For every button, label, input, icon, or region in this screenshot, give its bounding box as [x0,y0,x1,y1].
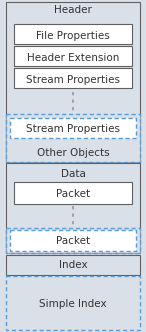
Text: Stream Properties: Stream Properties [26,124,120,134]
Bar [6,276,140,330]
Text: Index: Index [59,260,87,270]
Bar [6,2,140,162]
Bar [10,118,136,138]
Bar [6,228,140,253]
Bar [14,182,132,204]
Text: File Properties: File Properties [36,31,110,41]
Text: Simple Index: Simple Index [39,299,107,309]
Bar [6,255,140,275]
Text: Packet: Packet [56,236,90,246]
Bar [6,114,140,162]
Bar [6,163,140,253]
Text: Data: Data [61,169,85,179]
Text: Stream Properties: Stream Properties [26,75,120,85]
Bar [10,230,136,251]
Bar [14,24,132,44]
Text: Header Extension: Header Extension [27,53,119,63]
Bar [14,46,132,66]
Text: Header: Header [54,5,92,15]
Text: Other Objects: Other Objects [37,148,109,158]
Bar [14,68,132,88]
Text: Packet: Packet [56,189,90,199]
